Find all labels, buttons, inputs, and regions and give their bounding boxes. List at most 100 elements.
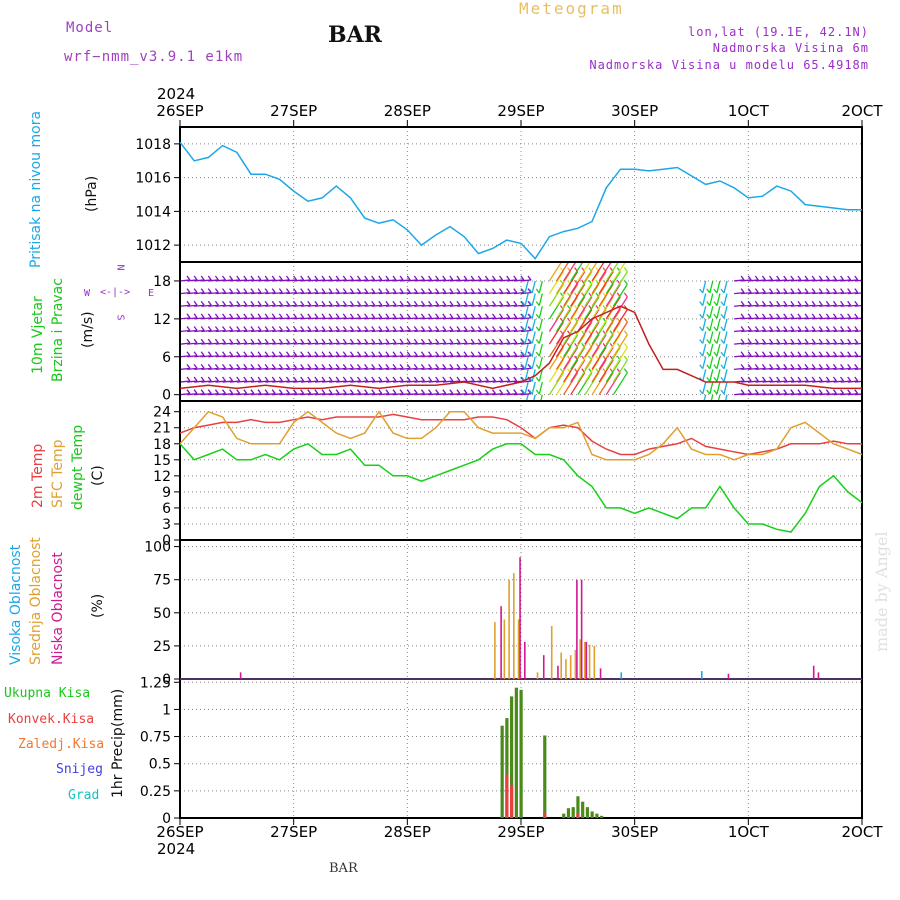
wind-barb-flag — [406, 288, 411, 293]
wind-barb-flag — [236, 275, 241, 281]
y-tick-label: 6 — [162, 501, 171, 517]
wind-barb — [847, 329, 858, 333]
wind-barb-flag — [506, 275, 511, 281]
wind-barb-flag — [854, 376, 859, 382]
wind-barb — [421, 317, 432, 320]
wind-barb — [421, 291, 432, 295]
wind-barb-flag — [484, 338, 489, 344]
wind-barb — [364, 304, 375, 307]
wind-barb — [314, 355, 326, 358]
wind-barb — [428, 393, 439, 396]
wind-barb-flag — [818, 300, 823, 306]
wind-barb — [520, 342, 532, 345]
wind-barb-flag — [623, 368, 628, 374]
wind-barb — [378, 380, 389, 383]
wind-barb — [400, 367, 411, 371]
wind-barb-flag — [832, 364, 837, 369]
wind-barb — [538, 331, 543, 344]
wind-barb — [840, 304, 851, 307]
wind-barb-flag — [706, 364, 711, 370]
wind-barb-flag — [378, 364, 383, 369]
wind-barb — [222, 279, 233, 282]
wind-barb — [350, 291, 361, 295]
wind-barb-flag — [193, 288, 198, 293]
wind-barb — [300, 393, 311, 396]
wind-barb — [300, 367, 311, 371]
wind-barb — [236, 291, 247, 295]
wind-barb — [215, 317, 226, 320]
wind-barb-flag — [720, 301, 725, 306]
wind-barb — [741, 355, 752, 358]
wind-barb — [598, 263, 612, 282]
wind-barb-flag — [214, 338, 219, 344]
wind-barb — [506, 317, 517, 320]
wind-barb — [293, 393, 304, 396]
wind-barb-flag — [499, 326, 504, 331]
wind-barb — [812, 367, 823, 371]
wind-barb-flag — [804, 326, 809, 331]
wind-barb-flag — [811, 288, 816, 293]
wind-barb-flag — [278, 313, 283, 319]
wind-barb-flag — [250, 300, 255, 306]
wind-barb-flag — [528, 339, 533, 344]
wind-barb-flag — [328, 275, 333, 281]
wind-barb-flag — [378, 376, 383, 382]
wind-barb-flag — [271, 389, 276, 395]
wind-barb-flag — [321, 300, 326, 306]
wind-barb-flag — [522, 403, 525, 407]
wind-barb-flag — [484, 326, 489, 331]
wind-barb-flag — [470, 376, 475, 382]
wind-barb-flag — [740, 313, 745, 319]
wind-barb — [250, 317, 262, 320]
wind-barb — [538, 318, 543, 332]
wind-barb — [854, 292, 861, 295]
wind-barb-flag — [506, 326, 511, 331]
wind-barb — [570, 296, 586, 320]
wind-barb-flag — [706, 313, 711, 319]
wind-barb-flag — [825, 326, 830, 331]
wind-barb — [314, 317, 326, 320]
wind-barb — [840, 367, 851, 371]
wind-barb-flag — [349, 376, 354, 382]
wind-barb-flag — [435, 275, 440, 281]
wind-barb — [293, 317, 304, 320]
wind-barb — [612, 334, 628, 358]
wind-barb-flag — [713, 339, 718, 344]
wind-barb — [279, 304, 290, 307]
wind-barb — [570, 334, 586, 358]
wind-barb-flag — [477, 275, 482, 281]
wind-barb — [506, 355, 517, 358]
wind-barb — [279, 393, 290, 396]
wind-barb — [847, 367, 858, 371]
wind-barb — [826, 304, 837, 307]
wind-barb — [265, 279, 276, 282]
wind-barb — [577, 271, 593, 294]
wind-barb-flag — [491, 275, 496, 281]
wind-barb-flag — [811, 389, 816, 395]
wind-barb — [734, 279, 745, 282]
wind-barb — [854, 330, 861, 333]
wind-barb-flag — [342, 275, 347, 281]
wind-barb-flag — [527, 389, 532, 395]
wind-barb-flag — [207, 275, 212, 281]
wind-barb-flag — [521, 351, 526, 357]
wind-barb — [350, 355, 361, 358]
wind-barb-flag — [499, 364, 504, 369]
wind-barb-flag — [243, 338, 248, 344]
wind-barb — [181, 355, 191, 358]
wind-barb — [286, 393, 297, 396]
wind-barb-flag — [300, 338, 305, 344]
wind-barb — [343, 355, 354, 358]
wind-barb — [307, 329, 318, 333]
wind-barb — [400, 355, 411, 358]
wind-barb — [329, 367, 340, 371]
precip-bar — [581, 801, 585, 818]
wind-barb-flag — [769, 313, 774, 319]
wind-barb — [776, 355, 787, 358]
wind-barb — [826, 380, 837, 383]
wind-barb — [762, 329, 773, 333]
wind-barb-flag — [484, 376, 489, 382]
wind-barb-flag — [356, 376, 362, 382]
wind-barb-flag — [754, 313, 759, 319]
cloud-bar — [508, 579, 510, 679]
